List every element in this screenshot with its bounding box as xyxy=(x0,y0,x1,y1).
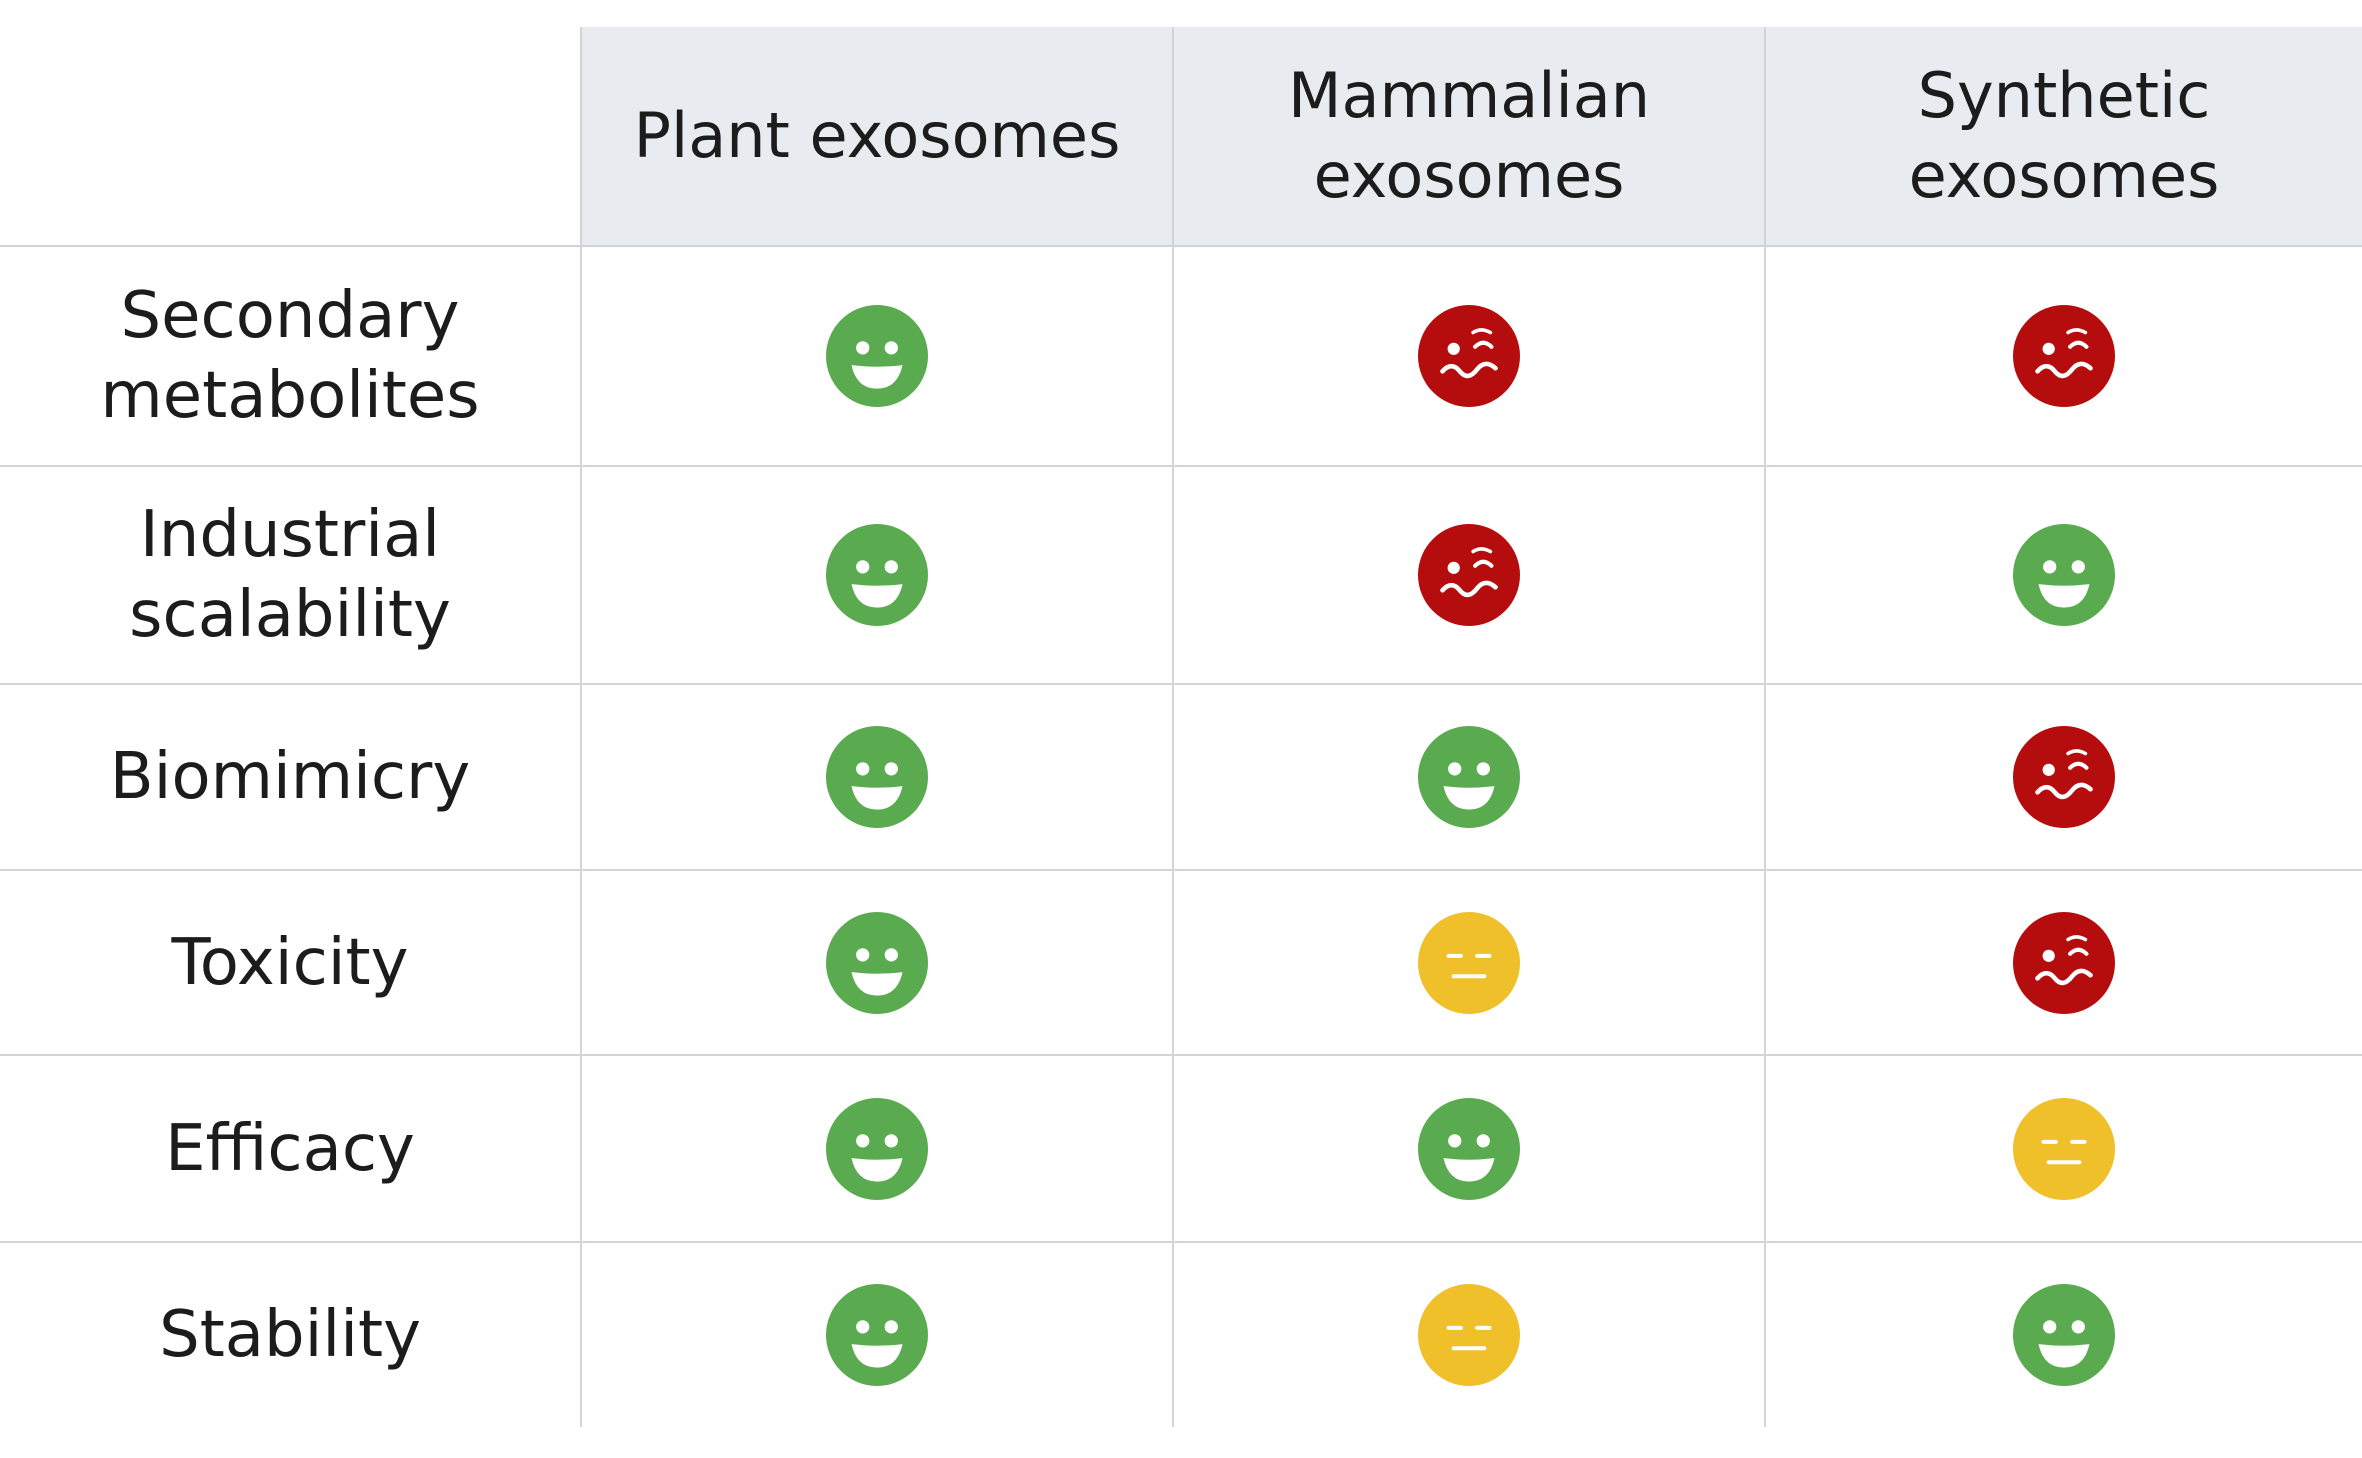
column-header: Mammalian exosomes xyxy=(1172,27,1764,247)
rating-cell xyxy=(580,871,1172,1056)
column-header-label: Plant exosomes xyxy=(633,99,1121,172)
smiling-face-icon xyxy=(826,305,928,407)
rating-cell xyxy=(1764,247,2362,467)
rating-cell xyxy=(1764,467,2362,685)
rating-cell xyxy=(1172,1243,1764,1427)
rating-cell xyxy=(1172,685,1764,871)
row-label-text: Biomimicry xyxy=(109,740,471,814)
woozy-face-icon xyxy=(2013,911,2115,1014)
smiling-face-icon xyxy=(826,1284,928,1386)
rating-cell xyxy=(1172,247,1764,467)
comparison-table: Plant exosomes Mammalian exosomes Syntheti… xyxy=(0,27,2362,1427)
row-label-text: Industrial scalability xyxy=(129,498,451,652)
smiling-face-icon xyxy=(826,726,928,828)
woozy-face-icon xyxy=(1418,305,1520,407)
smiling-face-icon xyxy=(1418,1097,1520,1200)
column-header-label: Synthetic exosomes xyxy=(1908,59,2220,212)
rating-cell xyxy=(1172,467,1764,685)
row-label-text: Stability xyxy=(159,1298,421,1372)
column-header-label: Mammalian exosomes xyxy=(1287,59,1650,212)
rating-cell xyxy=(1172,871,1764,1056)
expressionless-face-icon xyxy=(1418,1284,1520,1386)
row-label: Secondary metabolites xyxy=(0,247,580,467)
expressionless-face-icon xyxy=(1418,911,1520,1014)
row-label: Toxicity xyxy=(0,871,580,1056)
rating-cell xyxy=(580,467,1172,685)
rating-cell xyxy=(580,247,1172,467)
expressionless-face-icon xyxy=(2013,1097,2115,1200)
smiling-face-icon xyxy=(826,524,928,626)
rating-cell xyxy=(580,685,1172,871)
woozy-face-icon xyxy=(2013,305,2115,407)
woozy-face-icon xyxy=(2013,726,2115,828)
rating-cell xyxy=(580,1243,1172,1427)
smiling-face-icon xyxy=(2013,1284,2115,1386)
row-label: Stability xyxy=(0,1243,580,1427)
row-label: Biomimicry xyxy=(0,685,580,871)
rating-cell xyxy=(580,1056,1172,1243)
rating-cell xyxy=(1172,1056,1764,1243)
rating-cell xyxy=(1764,871,2362,1056)
row-label: Efficacy xyxy=(0,1056,580,1243)
smiling-face-icon xyxy=(1418,726,1520,828)
row-label-text: Efficacy xyxy=(165,1111,415,1186)
column-header: Plant exosomes xyxy=(580,27,1172,247)
rating-cell xyxy=(1764,685,2362,871)
smiling-face-icon xyxy=(2013,524,2115,626)
column-header: Synthetic exosomes xyxy=(1764,27,2362,247)
row-label-text: Toxicity xyxy=(171,925,409,1000)
smiling-face-icon xyxy=(826,911,928,1014)
rating-cell xyxy=(1764,1056,2362,1243)
row-label: Industrial scalability xyxy=(0,467,580,685)
smiling-face-icon xyxy=(826,1097,928,1200)
rating-cell xyxy=(1764,1243,2362,1427)
table-corner xyxy=(0,27,580,247)
woozy-face-icon xyxy=(1418,524,1520,626)
row-label-text: Secondary metabolites xyxy=(100,279,480,433)
